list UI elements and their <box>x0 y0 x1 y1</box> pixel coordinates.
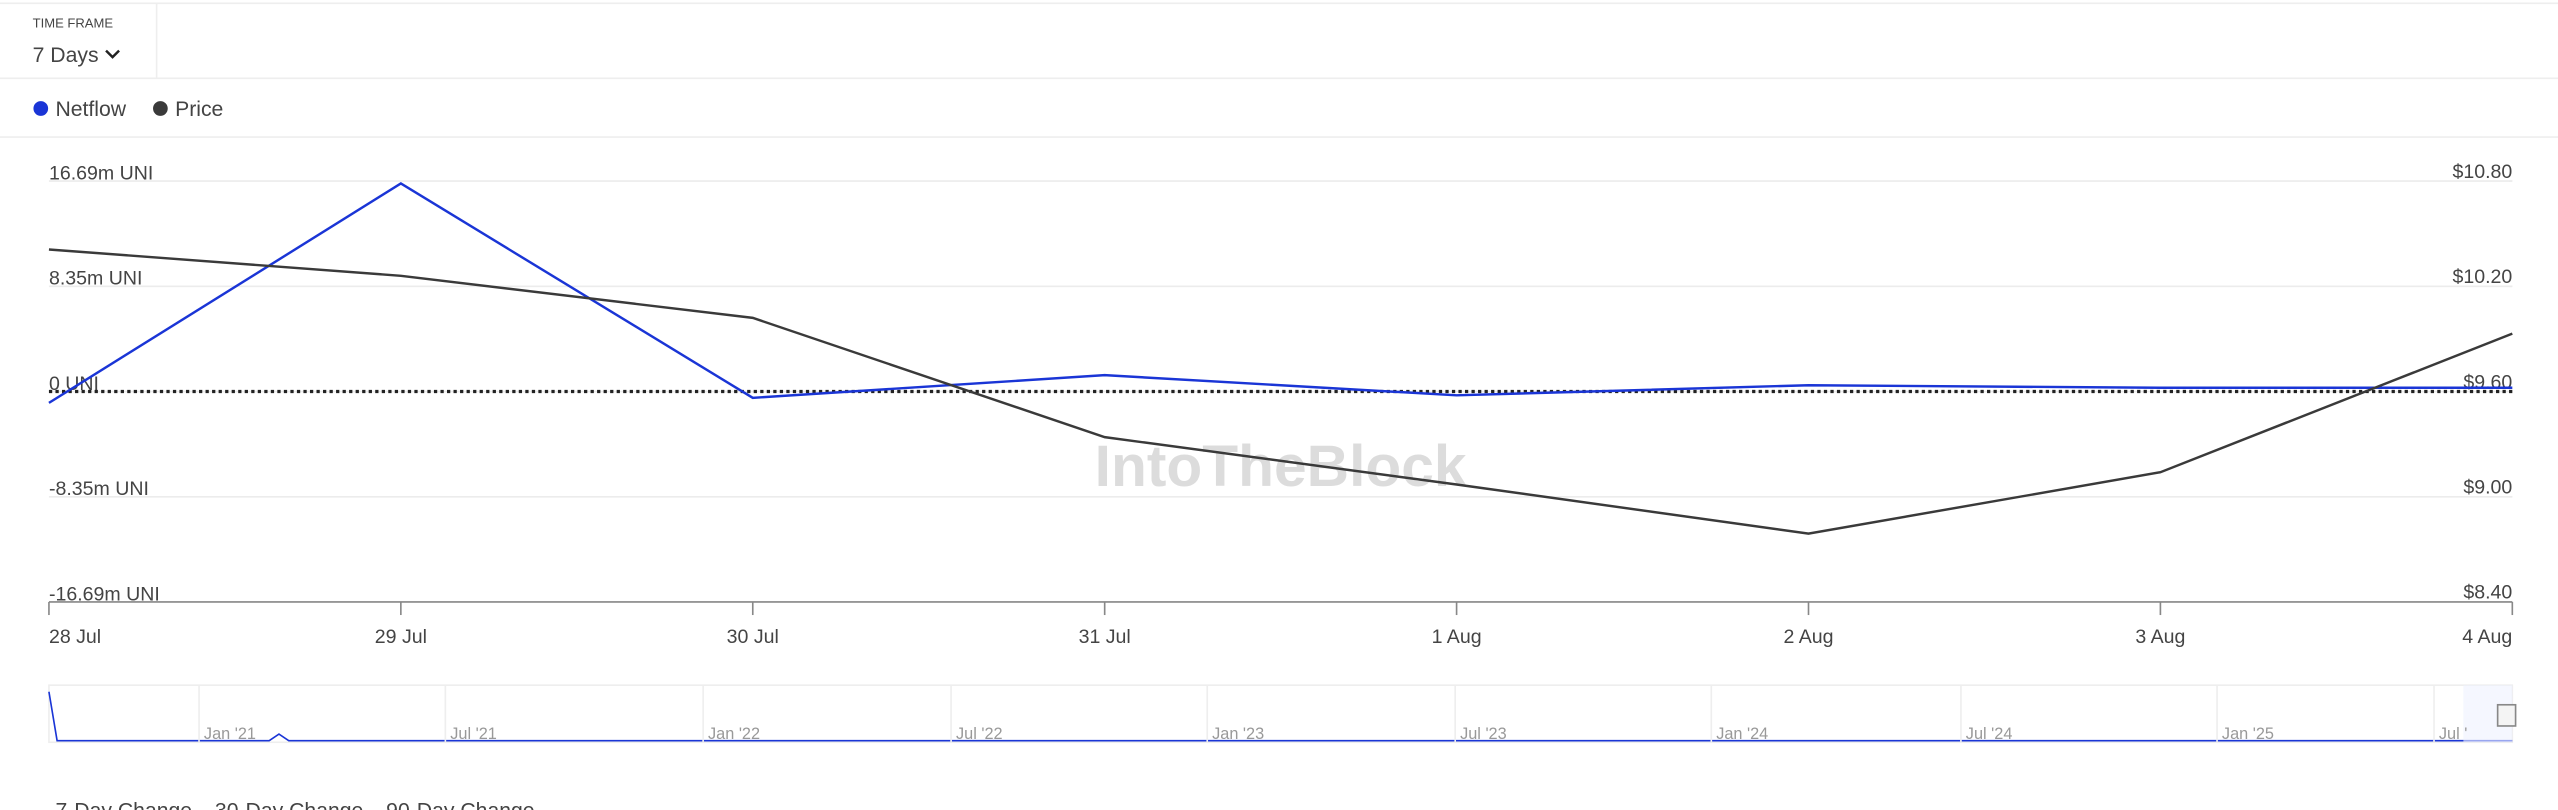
time-frame-select[interactable]: 7 Days <box>33 44 120 67</box>
legend-marker <box>33 101 49 116</box>
navigator-label: Jan '25 <box>2222 725 2274 743</box>
y-tick-label: -8.35m UNI <box>49 478 149 500</box>
y2-tick-label: $8.40 <box>2463 582 2512 604</box>
navigator-label: Jan '24 <box>1716 725 1768 743</box>
navigator-label: Jan '21 <box>204 725 256 743</box>
x-tick-label: 4 Aug <box>2462 626 2512 648</box>
series-line <box>48 182 2513 404</box>
legend-marker <box>153 101 168 116</box>
y2-tick-label: $10.80 <box>2452 161 2512 183</box>
time-frame-label: TIME FRAME <box>33 16 114 31</box>
series-line <box>48 248 2513 535</box>
tab[interactable]: 30-Day Change <box>215 799 363 810</box>
legend-label[interactable]: Netflow <box>55 98 126 121</box>
navigator-label: Jul ' <box>2439 725 2467 743</box>
navigator-label: Jan '22 <box>708 725 760 743</box>
navigator-label: Jul '23 <box>1460 725 1507 743</box>
x-tick-label: 31 Jul <box>1079 626 1131 648</box>
tab[interactable]: 90-Day Change <box>386 799 534 810</box>
navigator-label: Jan '23 <box>1212 725 1264 743</box>
y-tick-label: -16.69m UNI <box>49 583 160 605</box>
y-tick-label: 8.35m UNI <box>49 268 142 290</box>
x-tick-label: 1 Aug <box>1432 626 1482 648</box>
navigator-handle[interactable] <box>2496 703 2517 727</box>
x-tick-label: 28 Jul <box>49 626 101 648</box>
y2-tick-label: $10.20 <box>2452 266 2512 288</box>
x-tick-label: 30 Jul <box>727 626 779 648</box>
time-frame-value[interactable]: 7 Days <box>33 44 99 67</box>
chevron[interactable] <box>105 49 120 59</box>
y2-tick-label: $9.00 <box>2463 477 2512 499</box>
x-tick-label: 3 Aug <box>2135 626 2185 648</box>
navigator-label: Jul '24 <box>1966 725 2013 743</box>
navigator-label: Jul '22 <box>956 725 1003 743</box>
legend-label[interactable]: Price <box>175 98 223 121</box>
y-tick-label: 16.69m UNI <box>49 162 153 184</box>
navigator-line <box>48 691 2513 742</box>
x-tick-label: 2 Aug <box>1783 626 1833 648</box>
tab[interactable]: 7-Day Change <box>55 799 192 810</box>
x-tick-label: 29 Jul <box>375 626 427 648</box>
navigator-label: Jul '21 <box>450 725 497 743</box>
